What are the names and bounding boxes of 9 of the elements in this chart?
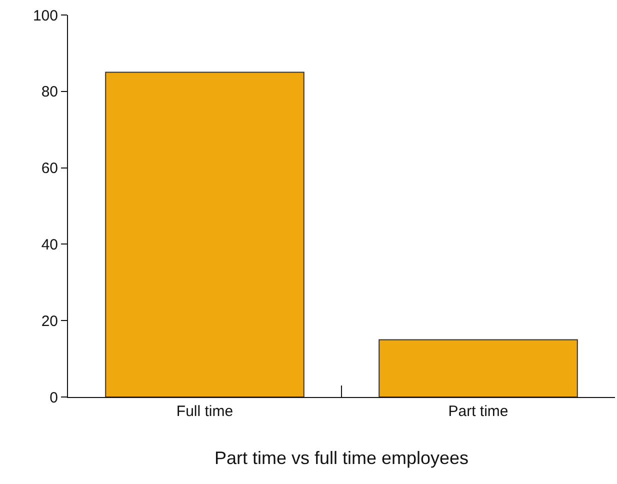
x-tick-label: Full time — [176, 403, 234, 420]
y-tick-label: 60 — [41, 160, 58, 178]
y-tick-label: 80 — [41, 84, 58, 101]
x-axis-title: Part time vs full time employees — [214, 448, 469, 468]
y-tick-label: 0 — [50, 389, 58, 406]
x-tick-label: Part time — [448, 403, 508, 420]
y-tick-label: 100 — [32, 7, 58, 24]
y-tick-label: 40 — [41, 236, 58, 254]
y-tick-label: 20 — [41, 312, 58, 330]
